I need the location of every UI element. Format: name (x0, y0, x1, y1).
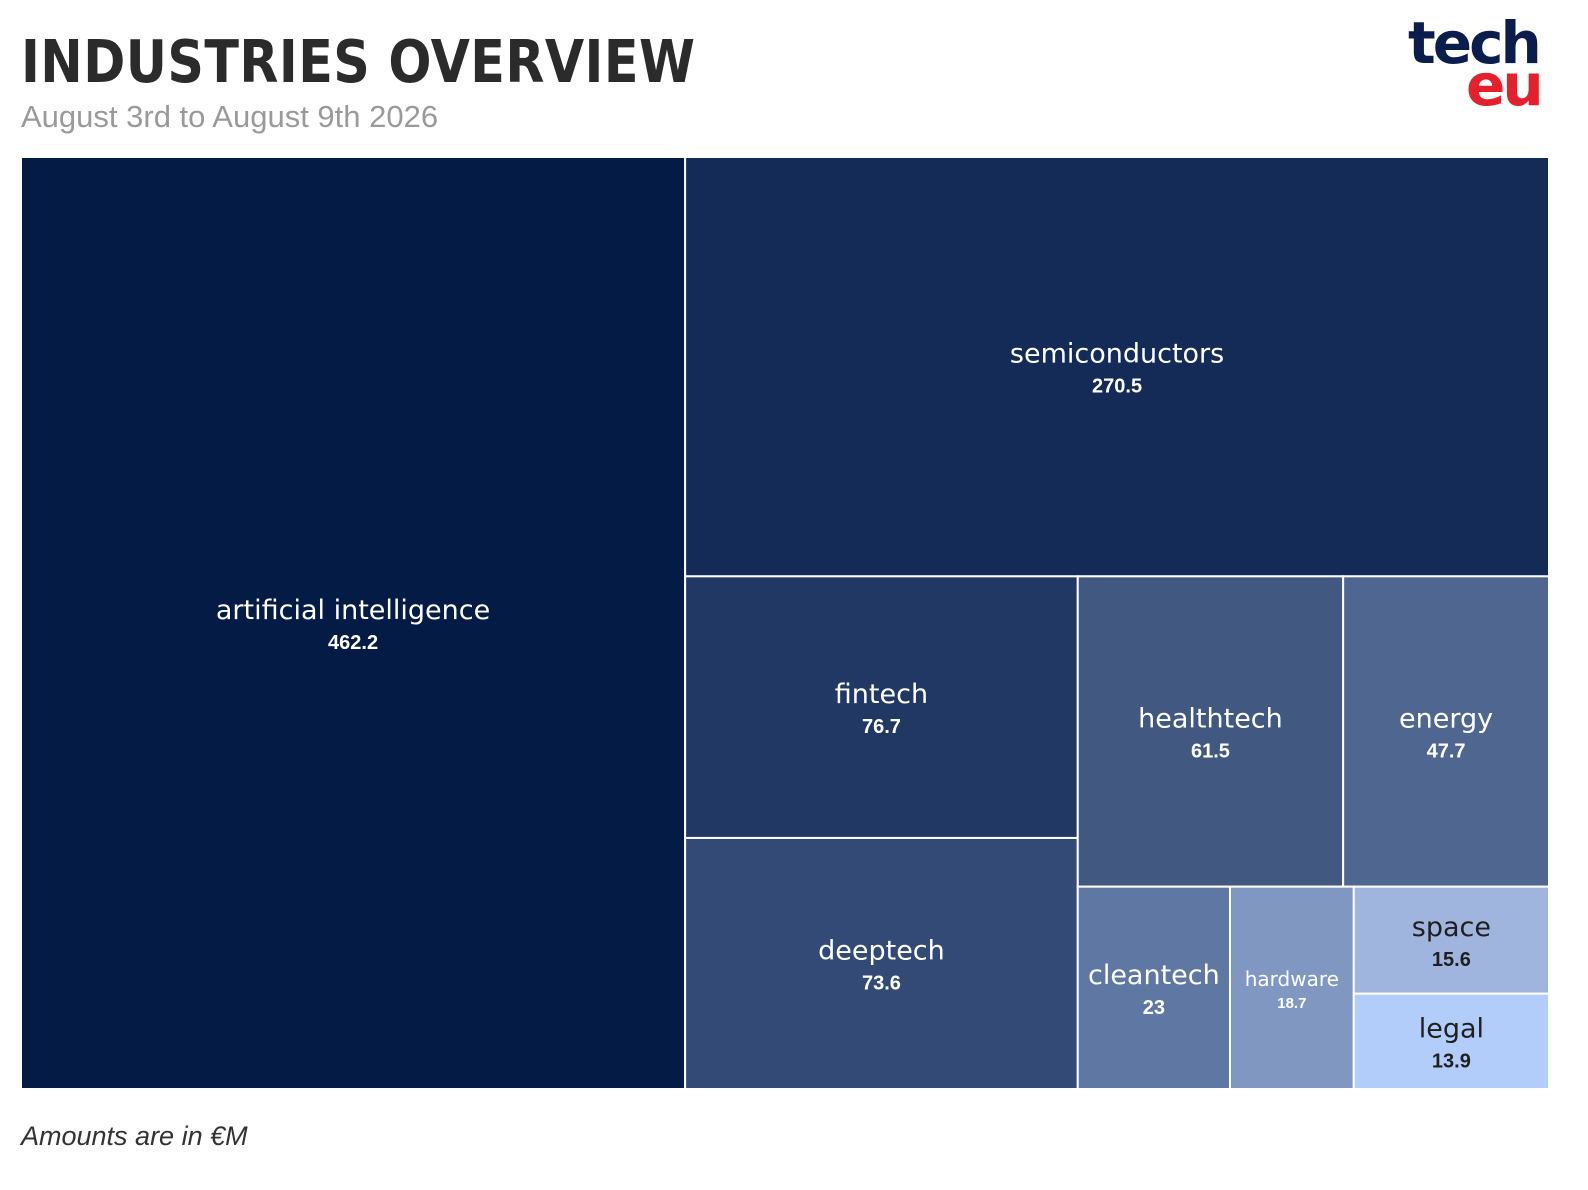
treemap-value-legal: 13.9 (1432, 1050, 1471, 1072)
page-title: INDUSTRIES OVERVIEW (21, 27, 696, 96)
treemap-value-fintech: 76.7 (862, 716, 901, 738)
treemap-value-semiconductors: 270.5 (1092, 376, 1142, 398)
treemap-value-space: 15.6 (1432, 949, 1471, 971)
treemap-cell-cleantech: cleantech 23 (1076, 885, 1231, 1089)
logo-text-eu: eu (1466, 51, 1544, 119)
treemap-value-artificial-intelligence: 462.2 (328, 632, 378, 654)
treemap-label-energy: energy (1399, 704, 1493, 735)
treemap-label-deeptech: deeptech (818, 935, 945, 966)
treemap-label-cleantech: cleantech (1088, 960, 1220, 991)
treemap-cell-fintech: fintech 76.7 (684, 575, 1079, 839)
treemap-cell-energy: energy 47.7 (1342, 575, 1549, 888)
treemap-value-deeptech: 73.6 (862, 972, 901, 994)
treemap-rect-energy (1342, 575, 1549, 888)
tech-eu-logo: tech eu (1406, 8, 1546, 119)
treemap-value-hardware: 18.7 (1277, 995, 1306, 1012)
treemap-label-fintech: fintech (835, 679, 928, 710)
treemap-value-energy: 47.7 (1427, 741, 1466, 763)
treemap-cell-space: space 15.6 (1352, 885, 1549, 995)
treemap-label-semiconductors: semiconductors (1010, 339, 1224, 370)
treemap-rect-hardware (1228, 885, 1355, 1089)
treemap-cell-artificial-intelligence: artificial intelligence 462.2 (21, 157, 687, 1089)
treemap-cell-hardware: hardware 18.7 (1228, 885, 1355, 1089)
treemap-value-cleantech: 23 (1143, 997, 1165, 1019)
treemap-rect-deeptech (684, 836, 1079, 1089)
amounts-note: Amounts are in €M (21, 1121, 248, 1151)
treemap-rect-legal (1352, 992, 1549, 1089)
logo-text-tech: tech (1408, 9, 1542, 77)
treemap-cell-legal: legal 13.9 (1352, 992, 1549, 1089)
treemap-cell-deeptech: deeptech 73.6 (684, 836, 1079, 1089)
treemap-label-artificial-intelligence: artificial intelligence (216, 595, 490, 626)
page-subtitle: August 3rd to August 9th 2026 (21, 99, 439, 134)
treemap-value-healthtech: 61.5 (1191, 741, 1230, 763)
treemap-cell-healthtech: healthtech 61.5 (1076, 575, 1345, 888)
treemap-label-healthtech: healthtech (1138, 704, 1283, 735)
treemap-label-space: space (1412, 912, 1491, 943)
treemap-label-legal: legal (1419, 1013, 1484, 1044)
treemap-rect-fintech (684, 575, 1079, 839)
treemap-svg: artificial intelligence 462.2 semiconducto… (21, 157, 1549, 1089)
treemap-label-hardware: hardware (1245, 967, 1339, 991)
treemap-rect-artificial-intelligence (21, 157, 687, 1089)
treemap-cell-semiconductors: semiconductors 270.5 (684, 157, 1549, 578)
treemap-rect-semiconductors (684, 157, 1549, 578)
industries-treemap: artificial intelligence 462.2 semiconducto… (21, 157, 1549, 1089)
